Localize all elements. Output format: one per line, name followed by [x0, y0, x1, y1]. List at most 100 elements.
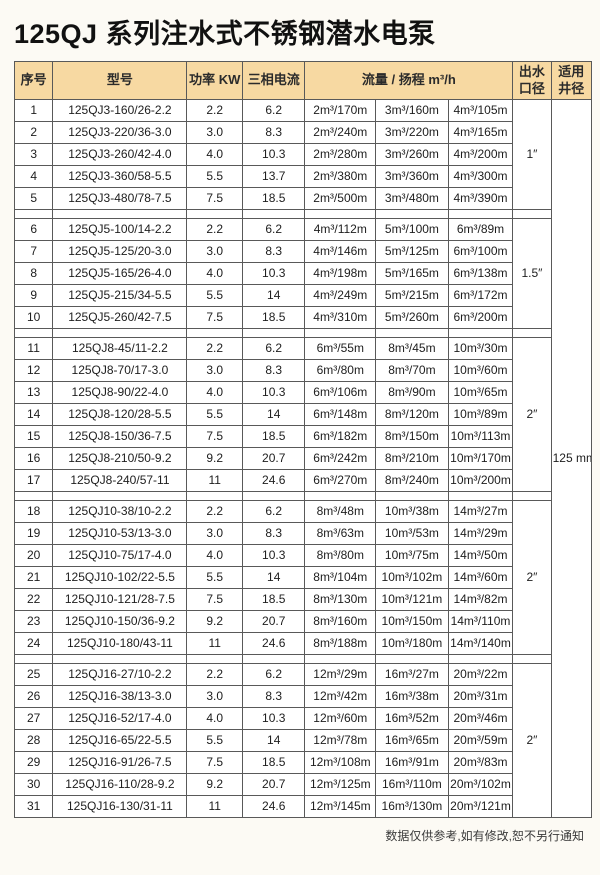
- cell-flow-1: 8m³/63m: [304, 522, 377, 545]
- cell-serial: 26: [13, 685, 54, 708]
- cell-flow-3: 4m³/390m: [447, 187, 514, 210]
- cell-power: 9.2: [186, 447, 243, 470]
- cell-serial: 5: [13, 187, 54, 210]
- spacer-cell: [304, 328, 377, 338]
- cell-serial: 10: [13, 306, 54, 329]
- cell-current: 8.3: [241, 240, 306, 263]
- cell-flow-1: 12m³/29m: [304, 663, 377, 686]
- cell-flow-2: 10m³/150m: [375, 610, 449, 633]
- cell-serial: 4: [13, 165, 54, 188]
- cell-current: 14: [241, 403, 306, 426]
- cell-model: 125QJ16-130/31-11: [52, 795, 188, 818]
- spacer-cell: [52, 491, 188, 501]
- cell-flow-1: 6m³/148m: [304, 403, 377, 426]
- cell-current: 18.5: [241, 425, 306, 448]
- spacer-cell: [512, 654, 552, 664]
- spacer-cell: [447, 328, 514, 338]
- cell-current: 13.7: [241, 165, 306, 188]
- cell-flow-1: 4m³/249m: [304, 284, 377, 307]
- cell-outlet-diameter: 1.5″: [512, 218, 552, 329]
- cell-flow-2: 10m³/38m: [375, 500, 449, 523]
- cell-power: 2.2: [186, 500, 243, 523]
- spacer-cell: [241, 209, 306, 219]
- cell-power: 5.5: [186, 566, 243, 589]
- cell-power: 5.5: [186, 729, 243, 752]
- cell-serial: 25: [13, 663, 54, 686]
- cell-power: 11: [186, 795, 243, 818]
- cell-serial: 14: [13, 403, 54, 426]
- header-outlet-diameter: 出水 口径: [512, 61, 552, 100]
- cell-flow-3: 6m³/172m: [447, 284, 514, 307]
- cell-flow-2: 10m³/121m: [375, 588, 449, 611]
- table-row: 7 125QJ5-125/20-3.0 3.0 8.3 4m³/146m 5m³/125m…: [13, 240, 592, 263]
- cell-model: 125QJ8-150/36-7.5: [52, 425, 188, 448]
- table-row: 31 125QJ16-130/31-11 11 24.6 12m³/145m 16m³/1…: [13, 795, 592, 818]
- cell-model: 125QJ16-38/13-3.0: [52, 685, 188, 708]
- cell-current: 14: [241, 284, 306, 307]
- cell-flow-2: 5m³/165m: [375, 262, 449, 285]
- spacer-cell: [447, 654, 514, 664]
- cell-power: 9.2: [186, 610, 243, 633]
- cell-flow-1: 8m³/188m: [304, 632, 377, 655]
- cell-flow-2: 10m³/53m: [375, 522, 449, 545]
- spacer-cell: [52, 654, 188, 664]
- cell-current: 14: [241, 566, 306, 589]
- header-flow-head: 流量 / 扬程 m³/h: [304, 61, 514, 100]
- cell-power: 7.5: [186, 751, 243, 774]
- cell-model: 125QJ10-102/22-5.5: [52, 566, 188, 589]
- table-row: 10 125QJ5-260/42-7.5 7.5 18.5 4m³/310m 5m³/26…: [13, 306, 592, 329]
- header-model: 型号: [52, 61, 188, 100]
- spacer-row: [13, 491, 592, 501]
- cell-power: 11: [186, 632, 243, 655]
- cell-flow-1: 12m³/108m: [304, 751, 377, 774]
- cell-power: 5.5: [186, 165, 243, 188]
- spacer-cell: [13, 328, 54, 338]
- cell-serial: 22: [13, 588, 54, 611]
- cell-flow-1: 8m³/160m: [304, 610, 377, 633]
- cell-power: 3.0: [186, 685, 243, 708]
- cell-flow-2: 16m³/91m: [375, 751, 449, 774]
- cell-power: 4.0: [186, 143, 243, 166]
- table-row: 17 125QJ8-240/57-11 11 24.6 6m³/270m 8m³/240m…: [13, 469, 592, 492]
- cell-flow-2: 8m³/150m: [375, 425, 449, 448]
- cell-current: 8.3: [241, 121, 306, 144]
- cell-current: 10.3: [241, 262, 306, 285]
- cell-outlet-diameter: 1″: [512, 99, 552, 210]
- cell-serial: 6: [13, 218, 54, 241]
- cell-power: 3.0: [186, 522, 243, 545]
- header-row: 序号 型号 功率 KW 三相电流 流量 / 扬程 m³/h 出水 口径 适用 井…: [13, 61, 593, 100]
- cell-flow-1: 12m³/145m: [304, 795, 377, 818]
- table-row: 30 125QJ16-110/28-9.2 9.2 20.7 12m³/125m 16m³…: [13, 773, 592, 796]
- cell-current: 18.5: [241, 187, 306, 210]
- cell-serial: 15: [13, 425, 54, 448]
- cell-flow-2: 16m³/130m: [375, 795, 449, 818]
- cell-flow-2: 5m³/100m: [375, 218, 449, 241]
- spacer-cell: [512, 491, 552, 501]
- table-row: 4 125QJ3-360/58-5.5 5.5 13.7 2m³/380m 3m³/360…: [13, 165, 592, 188]
- cell-flow-2: 10m³/102m: [375, 566, 449, 589]
- cell-flow-1: 6m³/106m: [304, 381, 377, 404]
- cell-model: 125QJ10-121/28-7.5: [52, 588, 188, 611]
- spacer-cell: [186, 654, 243, 664]
- cell-model: 125QJ3-220/36-3.0: [52, 121, 188, 144]
- table-row: 26 125QJ16-38/13-3.0 3.0 8.3 12m³/42m 16m³/38…: [13, 685, 592, 708]
- cell-flow-1: 2m³/380m: [304, 165, 377, 188]
- cell-current: 20.7: [241, 447, 306, 470]
- table-row: 1 125QJ3-160/26-2.2 2.2 6.2 2m³/170m 3m³/160m…: [13, 99, 593, 818]
- cell-flow-1: 12m³/60m: [304, 707, 377, 730]
- cell-power: 2.2: [186, 218, 243, 241]
- table-row: 8 125QJ5-165/26-4.0 4.0 10.3 4m³/198m 5m³/165…: [13, 262, 592, 285]
- page: 125QJ 系列注水式不锈钢潜水电泵 序号 型号 功率 KW 三相电流 流量 /…: [13, 19, 593, 843]
- cell-flow-3: 14m³/82m: [447, 588, 514, 611]
- cell-model: 125QJ8-210/50-9.2: [52, 447, 188, 470]
- cell-current: 10.3: [241, 544, 306, 567]
- cell-flow-2: 5m³/125m: [375, 240, 449, 263]
- cell-flow-3: 6m³/100m: [447, 240, 514, 263]
- spacer-cell: [13, 209, 54, 219]
- cell-flow-1: 6m³/55m: [304, 337, 377, 360]
- cell-power: 2.2: [186, 337, 243, 360]
- cell-model: 125QJ8-240/57-11: [52, 469, 188, 492]
- cell-power: 5.5: [186, 403, 243, 426]
- spacer-cell: [52, 328, 188, 338]
- cell-model: 125QJ10-53/13-3.0: [52, 522, 188, 545]
